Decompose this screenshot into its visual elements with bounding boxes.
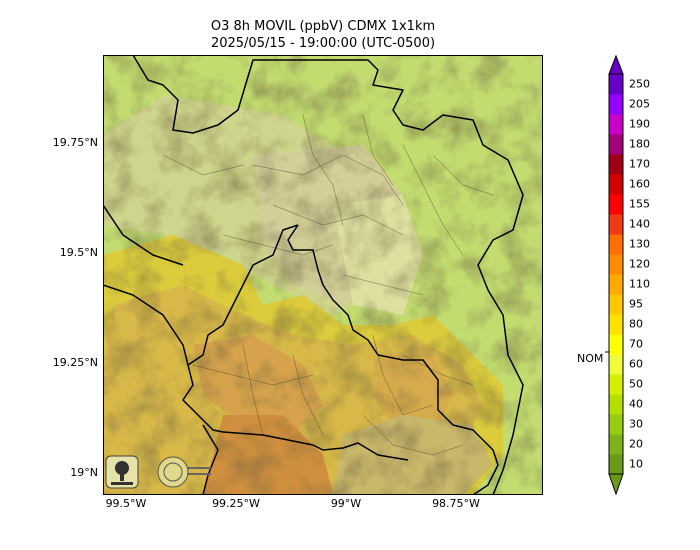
colorbar-tick-label: 170 (629, 157, 650, 171)
colorbar-segment (609, 294, 623, 315)
ozone-map (103, 55, 543, 495)
colorbar-tick-label: 130 (629, 237, 650, 251)
colorbar-tick-label: 110 (629, 277, 650, 291)
lat-label-19-75: 19.75°N (52, 136, 98, 149)
colorbar-tick-label: 140 (629, 217, 650, 231)
colorbar-segment (609, 74, 623, 95)
colorbar-segment (609, 334, 623, 355)
lat-label-19-25: 19.25°N (52, 356, 98, 369)
colorbar-tick-label: 10 (629, 457, 643, 471)
colorbar-segment (609, 254, 623, 275)
colorbar-segment (609, 174, 623, 195)
lon-label-99: 99°W (330, 497, 362, 510)
colorbar-tick-label: 70 (629, 337, 643, 351)
colorbar-tick-label: 40 (629, 397, 643, 411)
map-title: O3 8h MOVIL (ppbV) CDMX 1x1km (210, 19, 436, 34)
colorbar-tick-label: 190 (629, 117, 650, 131)
colorbar-tick-label: 50 (629, 377, 643, 391)
colorbar-max-extend (608, 55, 624, 75)
nom-label: NOM (577, 352, 604, 365)
colorbar-segment (609, 274, 623, 295)
colorbar-tick-label: 250 (629, 77, 650, 91)
lon-label-98-75: 98.75°W (432, 497, 480, 510)
colorbar-tick-label: 20 (629, 437, 643, 451)
colorbar-tick-label: 205 (629, 97, 650, 111)
colorbar-tick-label: 95 (629, 297, 643, 311)
colorbar-outline (608, 73, 624, 475)
colorbar-segment (609, 314, 623, 335)
colorbar-segment (609, 414, 623, 435)
colorbar-tick-label: 80 (629, 317, 643, 331)
colorbar-segment (609, 374, 623, 395)
colorbar-segment (609, 454, 623, 475)
sedema-logo (105, 455, 139, 489)
colorbar-segment (609, 94, 623, 115)
colorbar-segment (609, 354, 623, 375)
colorbar-segment (609, 434, 623, 455)
colorbar-tick-label: 60 (629, 357, 643, 371)
colorbar-segment (609, 134, 623, 155)
colorbar-segment (609, 394, 623, 415)
colorbar-segment (609, 214, 623, 235)
colorbar-segment (609, 194, 623, 215)
colorbar-segment (609, 234, 623, 255)
map-subtitle: 2025/05/15 - 19:00:00 (UTC-0500) (210, 36, 436, 51)
map-canvas (103, 55, 543, 495)
colorbar-tick-label: 160 (629, 177, 650, 191)
lon-label-99-25: 99.25°W (212, 497, 260, 510)
colorbar-segment (609, 114, 623, 135)
colorbar-tick-label: 120 (629, 257, 650, 271)
lat-label-19-5: 19.5°N (59, 246, 98, 259)
lon-label-99-5: 99.5°W (105, 497, 147, 510)
colorbar-tick-label: 155 (629, 197, 650, 211)
colorbar-min-extend (608, 473, 624, 495)
colorbar (605, 55, 624, 495)
colorbar-tick-label: 30 (629, 417, 643, 431)
colorbar-tick-label: 180 (629, 137, 650, 151)
cdmx-logo (155, 455, 213, 489)
colorbar-segment (609, 154, 623, 175)
lat-label-19: 19°N (70, 466, 98, 479)
